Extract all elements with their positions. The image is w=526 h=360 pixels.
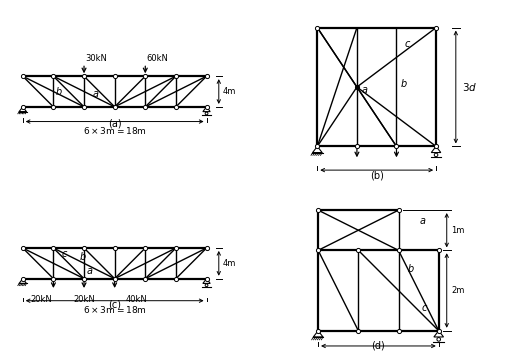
Text: $3d$: $3d$ xyxy=(462,81,477,93)
Text: $b$: $b$ xyxy=(407,262,414,274)
Text: $6\times3\mathrm{m}=18\mathrm{m}$: $6\times3\mathrm{m}=18\mathrm{m}$ xyxy=(83,304,147,315)
Text: $b$: $b$ xyxy=(79,250,87,262)
Text: $c$: $c$ xyxy=(61,249,68,258)
Text: (b): (b) xyxy=(370,170,383,180)
Text: $c$: $c$ xyxy=(421,303,428,312)
Text: $a$: $a$ xyxy=(92,89,99,99)
Text: $c$: $c$ xyxy=(404,40,412,49)
Text: (c): (c) xyxy=(108,300,121,310)
Text: $a$: $a$ xyxy=(419,216,426,226)
Text: $a$: $a$ xyxy=(361,85,368,95)
Text: $b$: $b$ xyxy=(55,85,63,97)
Text: 60kN: 60kN xyxy=(147,54,169,63)
Text: (d): (d) xyxy=(371,341,386,351)
Text: 40kN: 40kN xyxy=(125,294,147,303)
Text: 20kN: 20kN xyxy=(31,294,52,303)
Text: 30kN: 30kN xyxy=(86,54,107,63)
Text: 4m: 4m xyxy=(222,87,236,96)
Text: 4m: 4m xyxy=(222,259,236,268)
Text: 1m: 1m xyxy=(451,226,465,235)
Text: 2m: 2m xyxy=(451,286,465,295)
Text: $a$: $a$ xyxy=(86,266,94,276)
Text: $b$: $b$ xyxy=(400,77,408,89)
Text: 20kN: 20kN xyxy=(73,294,95,303)
Text: (a): (a) xyxy=(108,119,122,129)
Text: $6\times3\mathrm{m}=18\mathrm{m}$: $6\times3\mathrm{m}=18\mathrm{m}$ xyxy=(83,125,147,136)
